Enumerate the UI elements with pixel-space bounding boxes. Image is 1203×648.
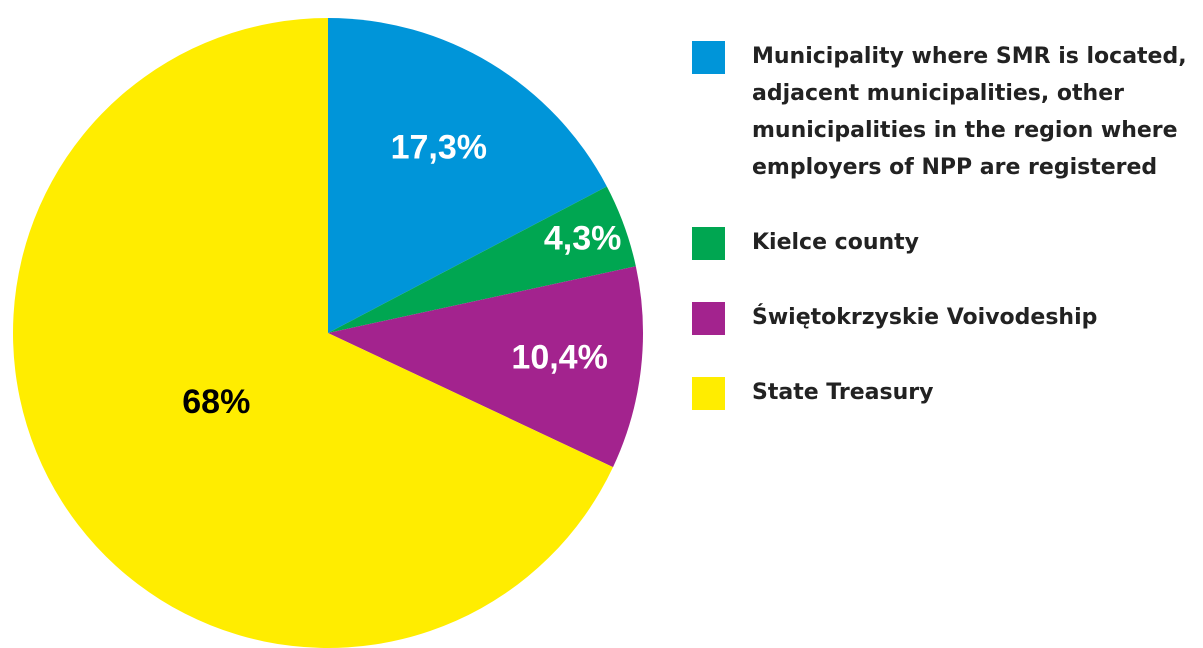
- legend-item: Świętokrzyskie Voivodeship: [692, 299, 1197, 336]
- legend-item: Kielce county: [692, 224, 1197, 261]
- legend-swatch: [692, 302, 725, 335]
- pie-slice: [12, 18, 614, 648]
- legend-item: Municipality where SMR is located, adjac…: [692, 38, 1197, 186]
- value-label: 4,3%: [544, 219, 622, 257]
- legend-swatch: [692, 377, 725, 410]
- value-label: 10,4%: [511, 338, 607, 376]
- legend-label: State Treasury: [752, 380, 934, 405]
- legend-label: Municipality where SMR is located, adjac…: [752, 44, 1187, 180]
- pie-slice: [328, 266, 643, 468]
- legend-item: State Treasury: [692, 374, 1197, 411]
- legend-label: Świętokrzyskie Voivodeship: [752, 305, 1098, 330]
- pie-chart: 17,3% 4,3% 10,4% 68%: [12, 18, 643, 648]
- legend-swatch: [692, 41, 725, 74]
- legend: Municipality where SMR is located, adjac…: [692, 38, 1197, 411]
- value-label: 68%: [182, 383, 250, 421]
- pie-slice: [328, 186, 636, 333]
- value-label: 17,3%: [391, 129, 487, 167]
- legend-label: Kielce county: [752, 230, 920, 255]
- legend-swatch: [692, 227, 725, 260]
- pie-slice: [328, 18, 607, 333]
